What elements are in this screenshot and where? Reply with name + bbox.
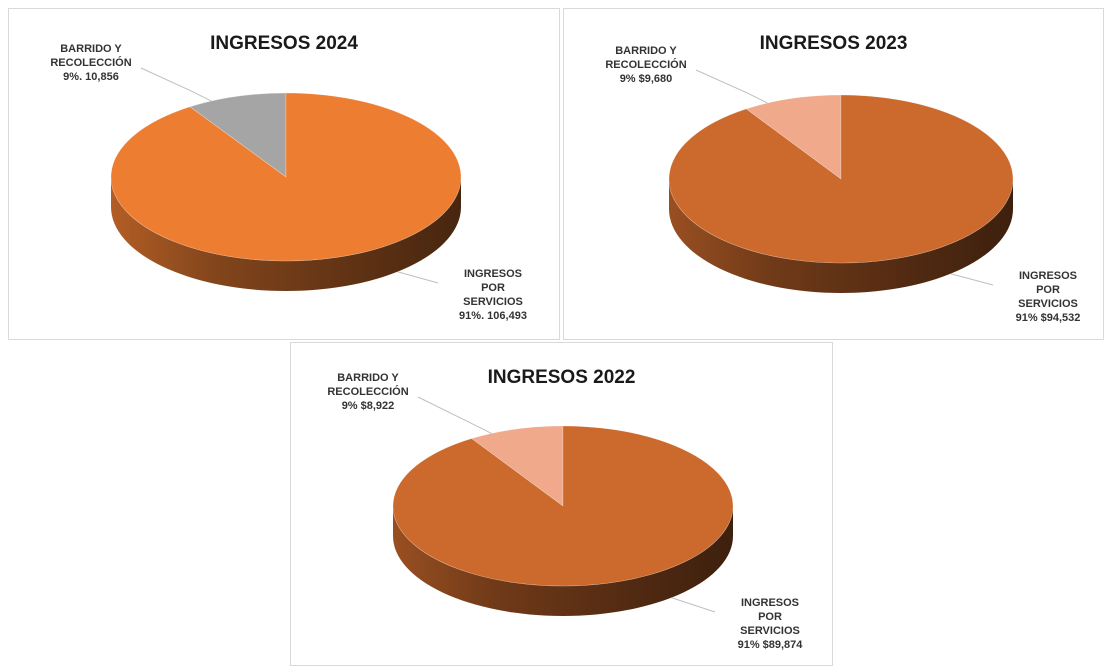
data-label: INGRESOS POR SERVICIOS 91% $89,874 <box>710 596 830 652</box>
chart-panel: INGRESOS 2022 BARRIDO Y RECOLECCIÓN 9% $8,… <box>290 342 833 666</box>
chart-title: INGRESOS 2024 <box>210 33 358 54</box>
leader-line <box>397 271 439 284</box>
pie-slice <box>189 92 287 178</box>
value-label: 91% $89,874 <box>737 639 803 651</box>
data-label: BARRIDO Y RECOLECCIÓN 9%. 10,856 <box>31 42 151 84</box>
leader-line <box>417 396 492 434</box>
pie-chart <box>392 396 734 616</box>
pie-side <box>393 506 733 616</box>
data-label: INGRESOS POR SERVICIOS 91%. 106,493 <box>433 267 553 323</box>
value-label: 9% $9,680 <box>619 73 673 85</box>
pie-chart <box>110 67 462 291</box>
leader-line <box>671 597 716 613</box>
pie-side <box>111 177 461 291</box>
leader-line <box>695 69 768 104</box>
pie-slice <box>470 425 564 507</box>
pie-slice <box>110 92 462 262</box>
leader-line <box>140 67 212 102</box>
category-label: BARRIDO Y RECOLECCIÓN <box>50 43 132 69</box>
value-label: 91% $94,532 <box>1015 312 1081 324</box>
category-label: INGRESOS POR SERVICIOS <box>740 597 800 637</box>
chart-panel: INGRESOS 2024 BARRIDO Y RECOLECCIÓN 9%. 10… <box>8 8 560 340</box>
category-label: BARRIDO Y RECOLECCIÓN <box>605 45 687 71</box>
value-label: 91%. 106,493 <box>459 310 527 322</box>
category-label: BARRIDO Y RECOLECCIÓN <box>327 372 409 398</box>
category-label: INGRESOS POR SERVICIOS <box>463 268 523 308</box>
category-label: INGRESOS POR SERVICIOS <box>1018 270 1078 310</box>
data-label: BARRIDO Y RECOLECCIÓN 9% $8,922 <box>308 371 428 413</box>
value-label: 9%. 10,856 <box>63 71 119 83</box>
pie-slice <box>745 94 842 180</box>
pie-slice <box>668 94 1014 264</box>
chart-title: INGRESOS 2022 <box>487 367 636 388</box>
pie-side <box>669 179 1013 293</box>
pie-slice <box>392 425 734 587</box>
pie-chart <box>668 69 1014 293</box>
data-label: INGRESOS POR SERVICIOS 91% $94,532 <box>988 269 1103 325</box>
leader-line <box>950 273 994 286</box>
chart-title: INGRESOS 2023 <box>759 33 908 54</box>
data-label: BARRIDO Y RECOLECCIÓN 9% $9,680 <box>586 44 706 86</box>
chart-panel: INGRESOS 2023 BARRIDO Y RECOLECCIÓN 9% $9,… <box>563 8 1104 340</box>
value-label: 9% $8,922 <box>341 400 395 412</box>
